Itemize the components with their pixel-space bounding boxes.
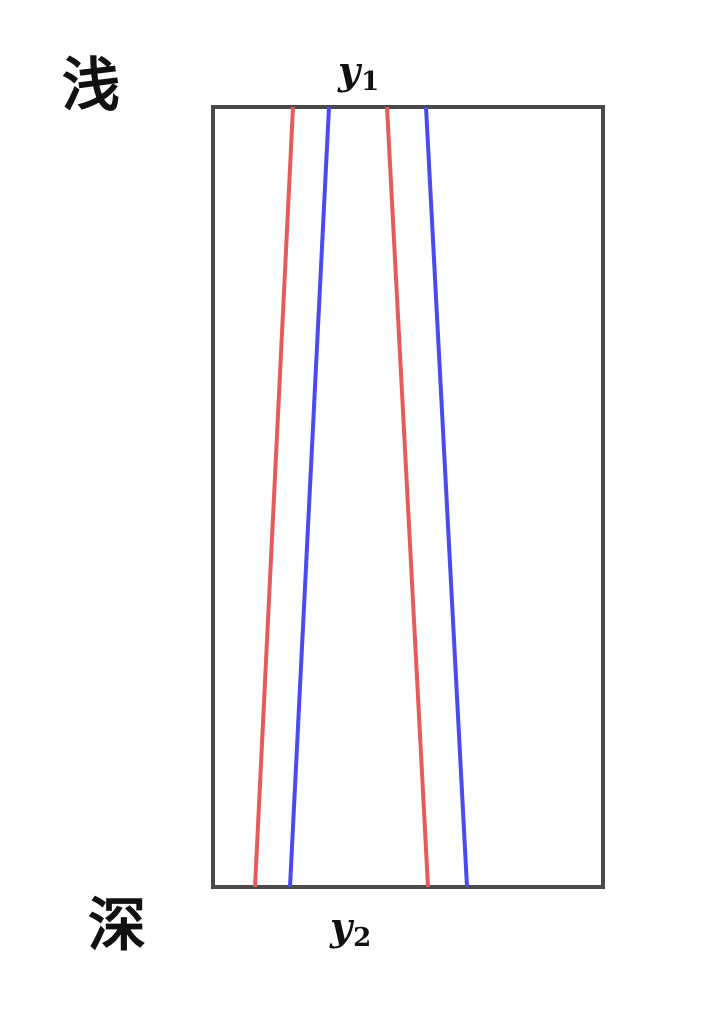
red-line-left — [253, 106, 295, 888]
blue-line-right — [424, 106, 469, 888]
y2-var: y — [329, 904, 355, 949]
y2-subscript: 2 — [353, 923, 371, 953]
shallow-label: 浅 — [62, 51, 120, 119]
y1-var: y — [337, 48, 363, 93]
y1-subscript: 1 — [361, 67, 379, 97]
blue-line-left — [288, 106, 331, 888]
y2-label: y2 — [329, 904, 371, 953]
red-line-right — [385, 106, 430, 888]
y1-label: y1 — [337, 48, 379, 97]
column-frame — [211, 105, 605, 889]
deep-label: 深 — [88, 891, 146, 959]
